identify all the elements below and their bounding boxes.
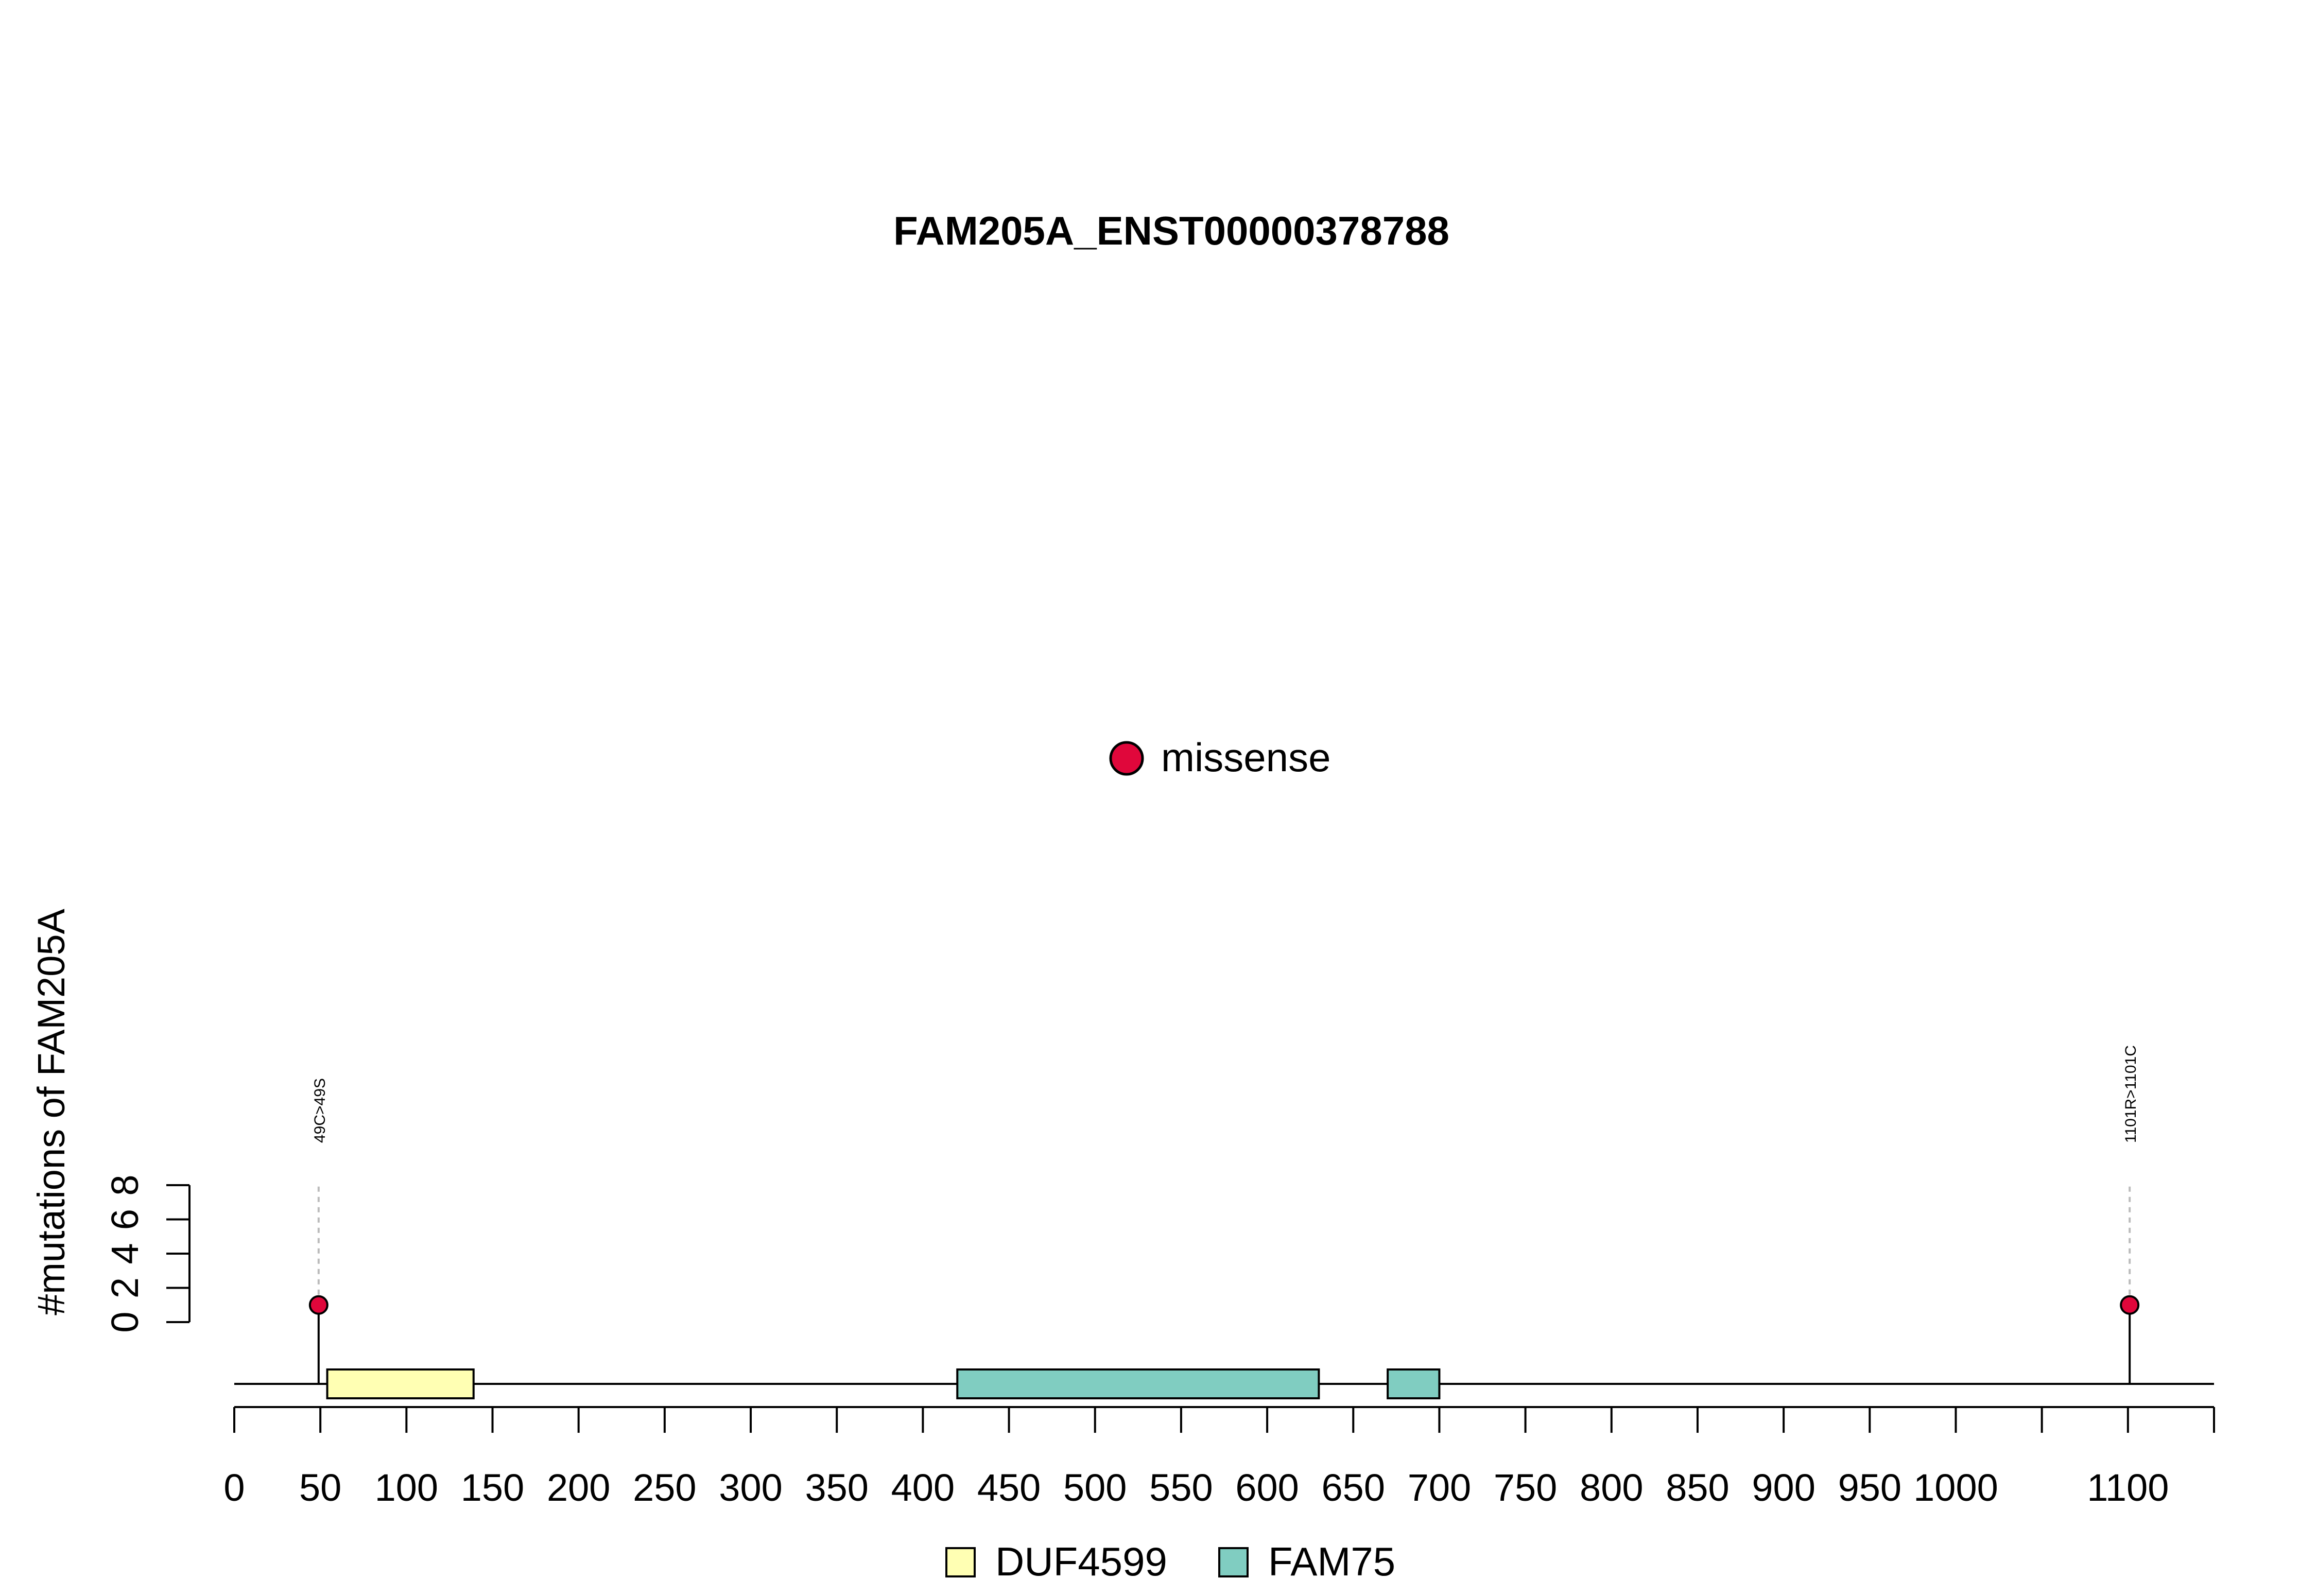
x-tick-label: 700 — [1408, 1466, 1471, 1509]
x-tick-label: 200 — [547, 1466, 610, 1509]
x-tick-label: 850 — [1666, 1466, 1729, 1509]
domain-boxes — [326, 1368, 1441, 1399]
lollipop-head — [308, 1295, 328, 1315]
chart-title: FAM205A_ENST00000378788 — [893, 208, 1449, 253]
y-axis: 0 2 4 6 8 — [103, 1174, 191, 1333]
legend-fam75-swatch — [1218, 1547, 1249, 1577]
x-tick-label: 150 — [461, 1466, 524, 1509]
mutation-lollipops: 49C>49S 1101R>1101C — [308, 1045, 2140, 1384]
domain-fam75 — [956, 1368, 1320, 1399]
legend-missense-marker — [1109, 741, 1144, 776]
x-tick-label: 650 — [1322, 1466, 1385, 1509]
x-tick-label: 300 — [719, 1466, 782, 1509]
legend-duf4599-swatch — [945, 1547, 976, 1577]
x-tick-label: 500 — [1063, 1466, 1127, 1509]
y-tick-label: 4 — [103, 1243, 146, 1264]
x-tick-label: 100 — [375, 1466, 438, 1509]
x-tick-label: 350 — [805, 1466, 868, 1509]
x-tick-label: 1000 — [1913, 1466, 1998, 1509]
domain-duf4599 — [326, 1368, 475, 1399]
mutation-label: 49C>49S — [312, 1078, 328, 1143]
x-tick-label: 450 — [977, 1466, 1041, 1509]
x-tick-label: 1100 — [2087, 1466, 2169, 1509]
legend-fam75-label: FAM75 — [1268, 1539, 1395, 1584]
legend-duf4599-label: DUF4599 — [995, 1539, 1167, 1584]
x-tick-label: 550 — [1149, 1466, 1213, 1509]
mutation-label: 1101R>1101C — [2122, 1045, 2139, 1143]
x-tick-label: 950 — [1838, 1466, 1901, 1509]
y-tick-label: 8 — [103, 1174, 146, 1195]
lollipop-head — [2120, 1295, 2140, 1315]
x-tick-label: 400 — [891, 1466, 955, 1509]
domain-legend: DUF4599 FAM75 — [945, 1539, 1395, 1584]
x-tick-label: 800 — [1580, 1466, 1643, 1509]
x-tick-label: 250 — [633, 1466, 696, 1509]
x-tick-label: 0 — [223, 1466, 245, 1509]
mutation-legend: missense — [1109, 735, 1330, 780]
x-tick-label: 900 — [1752, 1466, 1815, 1509]
x-tick-label: 50 — [299, 1466, 341, 1509]
x-tick-label: 600 — [1235, 1466, 1299, 1509]
legend-missense-label: missense — [1161, 735, 1330, 780]
y-tick-label: 6 — [103, 1209, 146, 1230]
domain-fam75 — [1387, 1368, 1441, 1399]
x-tick-label: 750 — [1494, 1466, 1557, 1509]
x-axis: 0 50 100 150 200 250 300 350 400 450 500 550 600 650 7… — [223, 1406, 2215, 1509]
y-tick-label: 0 — [103, 1311, 146, 1332]
y-axis-title: #mutations of FAM205A — [30, 908, 73, 1315]
y-tick-label: 2 — [103, 1277, 146, 1298]
